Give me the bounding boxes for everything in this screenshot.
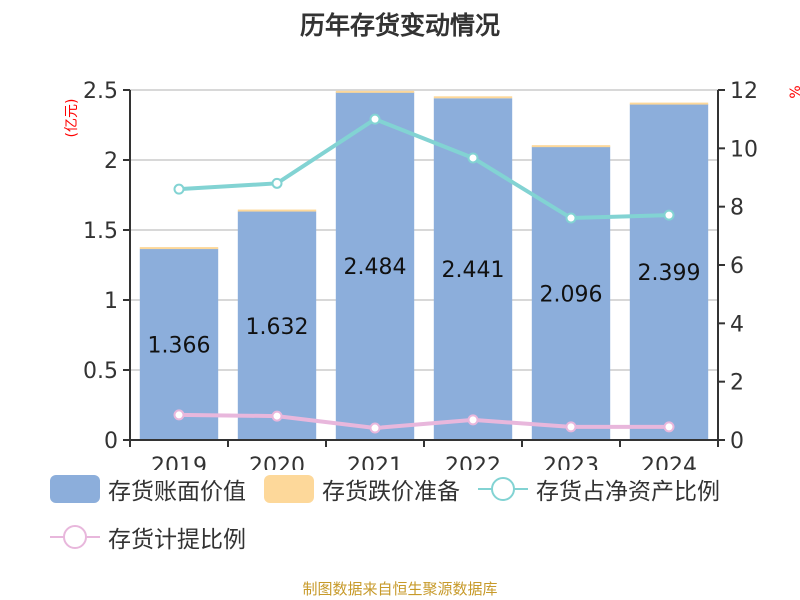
bar-book-value[interactable] xyxy=(139,248,219,440)
legend-item-net-asset-ratio[interactable]: 存货占净资产比例 xyxy=(478,472,720,506)
left-axis-tick-label: 2 xyxy=(104,149,118,174)
bar-book-value[interactable] xyxy=(629,104,709,440)
line-point-marker[interactable] xyxy=(271,177,283,189)
line-point-marker[interactable] xyxy=(369,422,381,434)
bar-impairment[interactable] xyxy=(531,145,611,148)
line-point-marker[interactable] xyxy=(173,409,185,421)
legend-line-circle-icon xyxy=(478,477,528,501)
legend-item-impairment[interactable]: 存货跌价准备 xyxy=(264,472,460,506)
legend-item-provision-ratio[interactable]: 存货计提比例 xyxy=(50,520,246,554)
right-axis-tick-label: 12 xyxy=(730,79,758,104)
left-axis-tick-label: 2.5 xyxy=(83,79,118,104)
x-axis-tick-label: 2019 xyxy=(151,454,207,470)
right-axis-tick-label: 10 xyxy=(730,137,758,162)
line-point-marker[interactable] xyxy=(565,212,577,224)
chart-plot: 0 0.5 1 1.5 2 2.5 0 2 4 6 8 10 12 1.366 2019 1.632 2020 2… xyxy=(64,79,800,470)
legend-label: 存货跌价准备 xyxy=(322,479,460,505)
bar-impairment[interactable] xyxy=(335,90,415,93)
bar-value-label: 2.096 xyxy=(540,282,603,307)
bar-value-label: 1.366 xyxy=(148,333,211,358)
line-point-marker[interactable] xyxy=(173,183,185,195)
line-point-marker[interactable] xyxy=(271,410,283,422)
line-point-marker[interactable] xyxy=(467,414,479,426)
legend-row-2: 存货计提比例 xyxy=(50,520,790,554)
left-axis-tick-label: 0.5 xyxy=(83,359,118,384)
x-axis-tick-label: 2024 xyxy=(641,454,697,470)
bar-impairment[interactable] xyxy=(433,96,513,99)
legend-label: 存货计提比例 xyxy=(108,527,246,553)
x-axis-tick-label: 2021 xyxy=(347,454,403,470)
data-source-note: 制图数据来自恒生聚源数据库 xyxy=(302,580,498,598)
line-point-marker[interactable] xyxy=(369,113,381,125)
line-point-marker[interactable] xyxy=(467,152,479,164)
bar-book-value[interactable] xyxy=(237,211,317,440)
x-axis-tick-label: 2023 xyxy=(543,454,599,470)
right-axis-unit-label: % xyxy=(788,85,800,98)
line-point-marker[interactable] xyxy=(663,209,675,221)
bar-value-label: 2.484 xyxy=(344,255,407,280)
right-axis-tick-label: 0 xyxy=(730,429,744,454)
right-axis-tick-label: 8 xyxy=(730,196,744,221)
x-axis-tick-label: 2022 xyxy=(445,454,501,470)
legend-label: 存货账面价值 xyxy=(108,479,246,505)
bar-book-value[interactable] xyxy=(335,92,415,441)
bar-value-label: 2.399 xyxy=(638,261,701,286)
left-axis-tick-label: 1.5 xyxy=(83,219,118,244)
legend-line-circle-icon xyxy=(50,525,100,549)
bar-value-label: 2.441 xyxy=(442,258,505,283)
left-axis-unit-label: (亿元) xyxy=(64,99,80,138)
right-axis-tick-label: 2 xyxy=(730,371,744,396)
bar-value-label: 1.632 xyxy=(246,315,309,340)
left-axis-tick-label: 1 xyxy=(104,289,118,314)
legend-swatch-book-value xyxy=(50,475,100,503)
x-axis-tick-label: 2020 xyxy=(249,454,305,470)
chart-title: 历年存货变动情况 xyxy=(299,11,500,40)
bar-impairment[interactable] xyxy=(629,102,709,105)
legend-label: 存货占净资产比例 xyxy=(536,479,720,505)
legend: 存货账面价值 存货跌价准备 存货占净资产比例 存货计提比例 xyxy=(50,472,790,568)
line-net-asset-ratio xyxy=(178,116,670,221)
legend-item-book-value[interactable]: 存货账面价值 xyxy=(50,472,246,506)
right-axis-tick-label: 4 xyxy=(730,312,744,337)
bar-impairment[interactable] xyxy=(139,247,219,250)
bar-book-value[interactable] xyxy=(531,146,611,440)
bar-impairment[interactable] xyxy=(237,209,317,212)
line-point-marker[interactable] xyxy=(663,421,675,433)
legend-row-1: 存货账面价值 存货跌价准备 存货占净资产比例 xyxy=(50,472,790,506)
line-provision-ratio xyxy=(178,412,669,431)
legend-swatch-impairment xyxy=(264,475,314,503)
line-point-marker[interactable] xyxy=(565,421,577,433)
left-axis-tick-label: 0 xyxy=(104,429,118,454)
right-axis-tick-label: 6 xyxy=(730,254,744,279)
